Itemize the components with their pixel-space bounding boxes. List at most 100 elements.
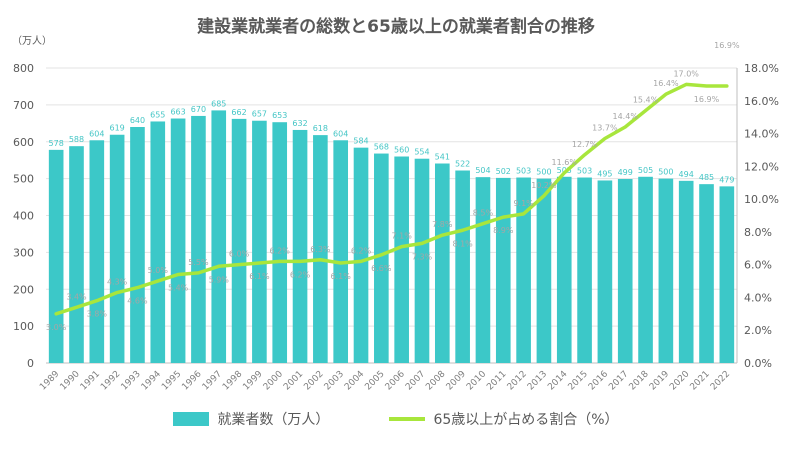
bar-value-label: 499 [618,168,633,177]
y-left-tick-label: 200 [13,283,34,296]
bar-value-label: 619 [109,124,124,133]
line-value-label: 7.1% [391,232,412,241]
bar-value-label: 494 [679,170,694,179]
y-right-tick-label: 6.0% [744,259,772,272]
bar-value-label: 500 [658,168,673,177]
bar [89,140,105,363]
x-tick-label: 2018 [628,369,651,392]
bar [516,177,531,363]
line-value-label: 17.0% [673,69,699,78]
bar [48,149,64,363]
bar-value-label: 588 [69,135,84,144]
bar [699,184,714,363]
bar-value-label: 657 [252,110,267,119]
bar-value-label: 503 [516,167,531,176]
x-tick-label: 2012 [506,369,529,392]
y-left-tick-label: 300 [13,246,34,259]
line-value-label: 5.0% [148,266,169,275]
x-tick-label: 2008 [424,369,447,392]
bar [69,146,84,363]
x-tick-label: 1990 [59,369,82,392]
line-value-label: 4.3% [107,278,128,287]
x-tick-label: 1995 [160,369,183,392]
bar [394,156,409,363]
x-tick-label: 2001 [282,369,305,392]
y-right-tick-label: 14.0% [744,128,779,141]
line-value-label: 6.1% [331,272,352,281]
line-value-label: 5.9% [209,275,230,284]
line-value-label: 3.8% [87,310,108,319]
bar [292,129,308,363]
x-tick-label: 2011 [485,369,508,392]
bar [617,178,633,363]
x-tick-label: 1989 [38,369,61,392]
bar-value-label: 502 [496,167,511,176]
y-left-unit-label: （万人） [12,35,52,47]
x-tick-label: 2019 [648,369,671,392]
y-left-tick-label: 600 [13,136,34,149]
legend-item-bars: 就業者数（万人） [173,409,329,429]
x-tick-label: 2010 [465,369,488,392]
bar [150,121,166,363]
x-tick-label: 2009 [445,369,468,392]
line-value-label: 5.4% [168,284,189,293]
bar [495,177,511,363]
bar [272,122,288,363]
legend-swatch-line [389,417,426,421]
bar [374,153,389,363]
x-tick-label: 2000 [262,369,285,392]
bar [231,118,247,363]
bar [577,177,592,363]
bar-value-label: 500 [536,168,551,177]
bar-value-label: 578 [49,139,64,148]
line-value-label: 6.2% [351,246,372,255]
line-value-label: 6.1% [249,272,270,281]
bar-value-label: 560 [394,146,409,155]
bar [475,177,491,363]
y-right-tick-label: 18.0% [744,62,779,75]
bar-value-label: 479 [719,175,734,184]
line-value-label: 5.5% [188,258,209,267]
line-value-label: 7.3% [412,252,433,261]
bar [658,178,674,363]
bar [333,140,349,363]
line-value-label: 6.0% [229,250,250,259]
x-tick-label: 1999 [241,369,264,392]
bar-value-label: 663 [170,108,185,117]
x-tick-label: 2005 [363,369,386,392]
line-value-label: 16.4% [653,79,679,88]
line-value-label: 6.6% [371,264,392,273]
bar-value-label: 522 [455,160,470,169]
bar-value-label: 653 [272,111,287,120]
line-value-label: 3.4% [66,292,87,301]
bar-value-label: 685 [211,99,226,108]
bar-value-label: 505 [557,166,572,175]
line-value-label: 16.9% [694,95,720,104]
line-value-label: 11.6% [552,158,578,167]
bar-value-label: 505 [638,166,653,175]
x-tick-label: 2016 [587,369,610,392]
x-tick-label: 2006 [384,369,407,392]
bar [414,158,430,363]
legend-swatch-bars [173,412,210,426]
y-left-tick-label: 0 [27,357,34,370]
y-right-tick-label: 0.0% [744,357,772,370]
y-right-tick-label: 2.0% [744,324,772,337]
bar [678,180,694,363]
bar [313,135,328,363]
bar-value-label: 495 [597,169,612,178]
x-tick-label: 1994 [140,369,163,392]
bar [597,180,613,363]
line-value-label: 10.2% [531,181,557,190]
x-tick-label: 1996 [180,369,203,392]
line-value-label: 16.9% [714,41,740,50]
y-left-tick-label: 800 [13,62,34,75]
bar [252,120,267,363]
x-tick-label: 2013 [526,369,549,392]
bar [556,176,572,363]
x-tick-label: 1992 [99,369,122,392]
x-tick-label: 1991 [79,369,102,392]
bar [109,134,125,363]
bar [353,147,369,363]
